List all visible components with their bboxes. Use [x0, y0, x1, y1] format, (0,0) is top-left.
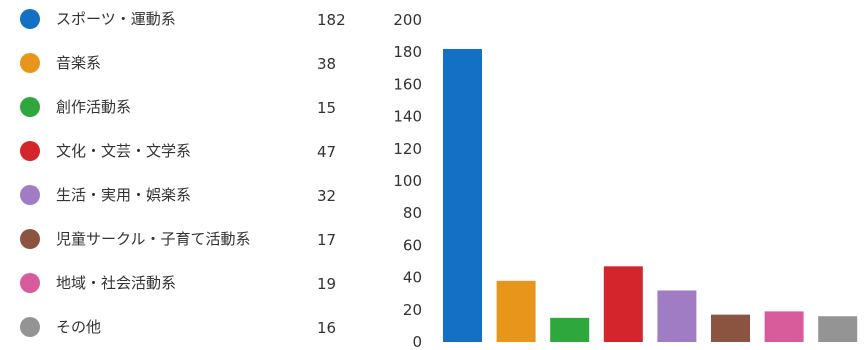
legend-item: 児童サークル・子育て活動系 17	[0, 224, 360, 254]
legend-swatch	[20, 185, 40, 205]
y-tick-label: 160	[393, 75, 422, 93]
legend-item: 地域・社会活動系 19	[0, 268, 360, 298]
y-tick-label: 40	[403, 269, 422, 287]
y-tick-label: 100	[393, 172, 422, 190]
legend-value: 182	[317, 11, 346, 29]
legend-item: 生活・実用・娯楽系 32	[0, 180, 360, 210]
legend-item: スポーツ・運動系 182	[0, 4, 360, 34]
legend-value: 38	[317, 55, 337, 73]
legend-value: 17	[317, 231, 337, 249]
bar	[657, 290, 697, 342]
legend-value: 15	[317, 99, 337, 117]
legend-value: 16	[317, 319, 337, 337]
legend-item: 文化・文芸・文学系 47	[0, 136, 360, 166]
legend-label: 音楽系	[56, 54, 102, 72]
y-tick-label: 20	[403, 301, 422, 319]
legend-label: その他	[56, 318, 102, 336]
legend-value: 32	[317, 187, 337, 205]
legend-label: 創作活動系	[56, 98, 132, 116]
bar	[603, 266, 643, 342]
legend-label: 地域・社会活動系	[56, 274, 177, 292]
legend-label: 文化・文芸・文学系	[56, 142, 192, 160]
bar	[496, 280, 536, 342]
legend-swatch	[20, 53, 40, 73]
legend-value: 19	[317, 275, 337, 293]
y-tick-label: 140	[393, 108, 422, 126]
bar	[550, 317, 590, 342]
legend-swatch	[20, 229, 40, 249]
legend-label: 児童サークル・子育て活動系	[56, 230, 251, 248]
legend-swatch	[20, 9, 40, 29]
legend-label: スポーツ・運動系	[56, 10, 176, 28]
bar	[443, 48, 482, 342]
y-tick-label: 0	[412, 333, 422, 350]
legend-swatch	[20, 317, 40, 337]
bar	[818, 316, 858, 342]
legend-item: 創作活動系 15	[0, 92, 360, 122]
y-tick-label: 180	[393, 43, 422, 61]
legend-swatch	[20, 273, 40, 293]
legend-value: 47	[317, 143, 337, 161]
legend: スポーツ・運動系 182 音楽系 38 創作活動系 15 文化・文芸・文学系 47 生活・実用・…	[0, 0, 360, 350]
y-tick-label: 80	[403, 204, 422, 222]
legend-swatch	[20, 141, 40, 161]
legend-swatch	[20, 97, 40, 117]
y-tick-label: 200	[393, 11, 422, 29]
legend-label: 生活・実用・娯楽系	[56, 186, 192, 204]
legend-item: その他 16	[0, 312, 360, 342]
bar	[764, 311, 804, 342]
y-tick-label: 60	[403, 236, 422, 254]
bar	[711, 314, 750, 342]
legend-item: 音楽系 38	[0, 48, 360, 78]
y-tick-label: 120	[393, 140, 422, 158]
